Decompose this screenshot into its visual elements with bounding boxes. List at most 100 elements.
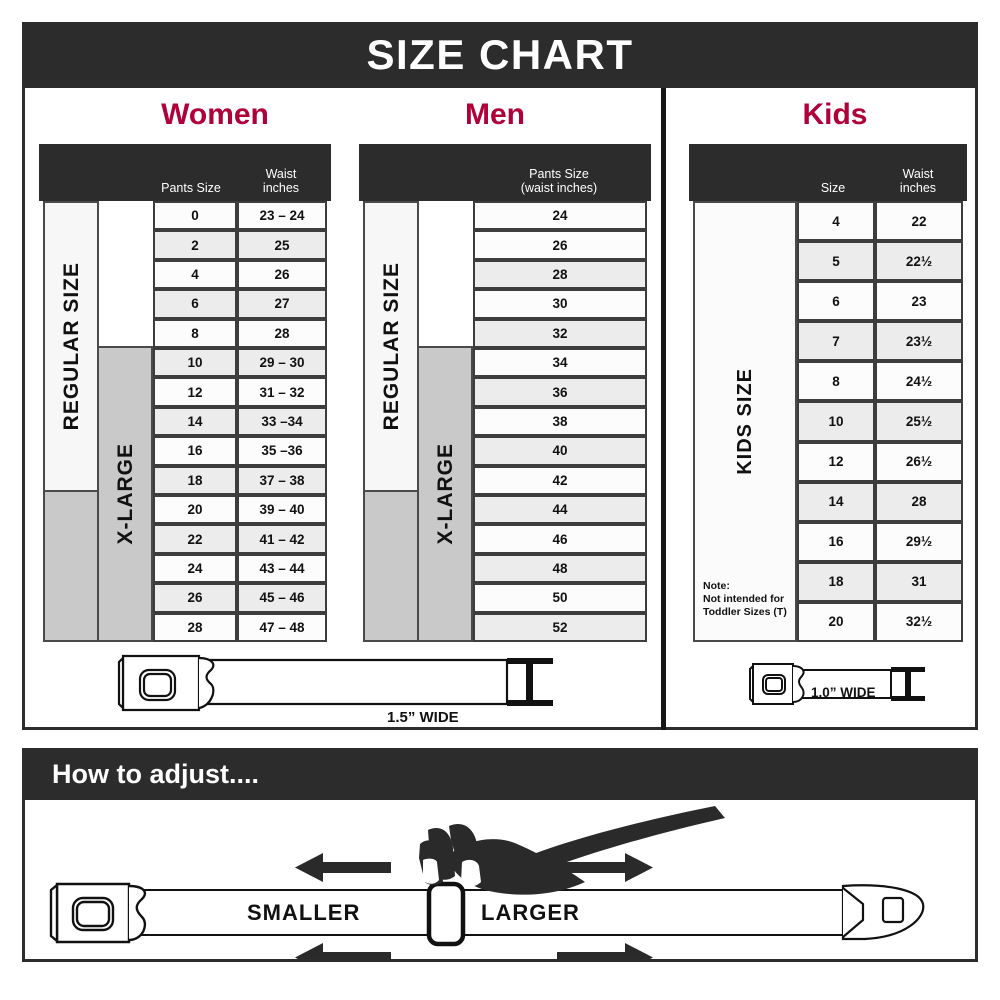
women-col-pants-size-label: Pants Size — [161, 181, 221, 195]
women-cell-pants-size: 14 — [153, 406, 237, 437]
women-cell-waist: 45 – 46 — [237, 583, 327, 613]
kids-cell-size: 16 — [797, 521, 875, 562]
men-band-x-large-label: X-LARGE — [433, 443, 457, 545]
section-divider — [661, 88, 666, 730]
belt-buckle-left — [49, 882, 147, 944]
kids-cell-size: 6 — [797, 281, 875, 322]
kids-table-header: Size Waist inches — [689, 144, 967, 201]
men-size-table: Pants Size (waist inches) X-LARGE REGULA… — [359, 144, 651, 644]
kids-col-waist-line2: inches — [899, 181, 937, 195]
how-to-adjust-panel: SMALLER LARGER — [22, 800, 978, 962]
women-cell-pants-size: 2 — [153, 230, 237, 260]
arrow-smaller-bottom — [295, 943, 391, 959]
women-cell-pants-size: 24 — [153, 553, 237, 584]
women-cell-pants-size: 28 — [153, 612, 237, 642]
women-cell-pants-size: 20 — [153, 495, 237, 525]
men-cell-pants-size: 38 — [473, 406, 647, 437]
adjust-label-smaller: SMALLER — [247, 900, 361, 925]
kids-cell-size: 20 — [797, 601, 875, 642]
women-size-table: Pants Size Waist inches X-LARGE REGULAR … — [39, 144, 331, 644]
men-cell-pants-size: 40 — [473, 436, 647, 466]
men-cell-pants-size: 34 — [473, 348, 647, 378]
kids-cell-waist: 25½ — [875, 401, 963, 442]
women-cell-waist: 23 – 24 — [237, 201, 327, 231]
kids-cell-waist: 22½ — [875, 241, 963, 282]
arrow-larger-top — [557, 853, 653, 882]
men-cell-pants-size: 36 — [473, 377, 647, 407]
women-cell-waist: 35 –36 — [237, 436, 327, 466]
women-band-regular-size: REGULAR SIZE — [43, 201, 99, 492]
kids-cell-size: 7 — [797, 321, 875, 362]
adjust-label-larger: LARGER — [481, 900, 580, 925]
belt-width-label-large: 1.5” WIDE — [387, 709, 459, 726]
women-cell-waist: 47 – 48 — [237, 612, 327, 642]
kids-cell-waist: 31 — [875, 561, 963, 602]
women-cell-pants-size: 6 — [153, 289, 237, 319]
width-measure-marker-small — [891, 667, 925, 701]
men-col-header-line2: (waist inches) — [520, 181, 598, 195]
belt-diagram-small — [749, 663, 925, 705]
women-table-header: Pants Size Waist inches — [39, 144, 331, 201]
women-cell-waist: 28 — [237, 318, 327, 348]
how-to-adjust-title: How to adjust.... — [52, 758, 259, 789]
women-band-x-large: X-LARGE — [97, 346, 153, 642]
kids-note-line1: Note: — [703, 580, 730, 592]
men-cell-pants-size: 46 — [473, 524, 647, 554]
women-cell-pants-size: 18 — [153, 465, 237, 495]
men-cell-pants-size: 32 — [473, 318, 647, 348]
women-cell-pants-size: 10 — [153, 348, 237, 378]
belt-adjuster-slider — [426, 881, 466, 947]
women-cell-waist: 27 — [237, 289, 327, 319]
section-heading-men: Men — [465, 98, 525, 131]
men-band-regular-size: REGULAR SIZE — [363, 201, 419, 492]
kids-note: Note: Not intended for Toddler Sizes (T) — [703, 580, 787, 619]
women-cell-waist: 31 – 32 — [237, 377, 327, 407]
kids-size-table: Size Waist inches KIDS SIZE Note: Not in… — [689, 144, 967, 644]
men-col-pants-size-label: Pants Size (waist inches) — [471, 167, 647, 195]
women-col-waist-line1: Waist — [265, 167, 297, 181]
women-col-waist-line2: inches — [262, 181, 300, 195]
belt-adjust-illustration — [49, 806, 925, 959]
section-heading-women: Women — [161, 98, 269, 131]
women-cell-pants-size: 22 — [153, 524, 237, 554]
kids-band-kids-size-label: KIDS SIZE — [734, 368, 756, 475]
men-cell-pants-size: 28 — [473, 259, 647, 290]
kids-cell-waist: 32½ — [875, 601, 963, 642]
kids-col-waist-label: Waist inches — [875, 167, 961, 195]
kids-cell-size: 12 — [797, 441, 875, 482]
men-cell-pants-size: 42 — [473, 465, 647, 495]
women-band-x-large-lower — [43, 490, 99, 642]
section-heading-kids: Kids — [802, 98, 868, 131]
women-cell-pants-size: 16 — [153, 436, 237, 466]
kids-cell-waist: 23½ — [875, 321, 963, 362]
men-cell-pants-size: 24 — [473, 201, 647, 231]
kids-cell-size: 10 — [797, 401, 875, 442]
women-cell-waist: 43 – 44 — [237, 553, 327, 584]
arrow-smaller-top — [295, 853, 391, 882]
kids-note-line2: Not intended for — [703, 593, 785, 606]
men-band-regular-size-label: REGULAR SIZE — [379, 262, 403, 431]
women-band-x-large-label: X-LARGE — [113, 443, 137, 545]
women-cell-pants-size: 12 — [153, 377, 237, 407]
how-to-adjust-bar: How to adjust.... — [22, 748, 978, 800]
women-cell-waist: 41 – 42 — [237, 524, 327, 554]
men-band-x-large-lower — [363, 490, 419, 642]
men-band-x-large: X-LARGE — [417, 346, 473, 642]
kids-band-kids-size: KIDS SIZE — [693, 201, 797, 642]
page-title-bar: SIZE CHART — [22, 22, 978, 88]
women-cell-waist: 29 – 30 — [237, 348, 327, 378]
belt-diagram-large — [117, 654, 553, 712]
women-cell-pants-size: 4 — [153, 259, 237, 290]
women-col-waist-label: Waist inches — [237, 167, 325, 195]
kids-col-size-label: Size — [820, 181, 846, 195]
women-cell-waist: 39 – 40 — [237, 495, 327, 525]
women-cell-pants-size: 0 — [153, 201, 237, 231]
kids-cell-size: 14 — [797, 481, 875, 522]
kids-cell-size: 4 — [797, 201, 875, 242]
tables-panel: Women Men Kids Pants Size Waist inches X… — [22, 88, 978, 730]
page-title: SIZE CHART — [366, 31, 634, 78]
men-cell-pants-size: 52 — [473, 612, 647, 642]
arrow-larger-bottom — [557, 943, 653, 959]
women-cell-pants-size: 26 — [153, 583, 237, 613]
hand-illustration — [419, 806, 725, 895]
